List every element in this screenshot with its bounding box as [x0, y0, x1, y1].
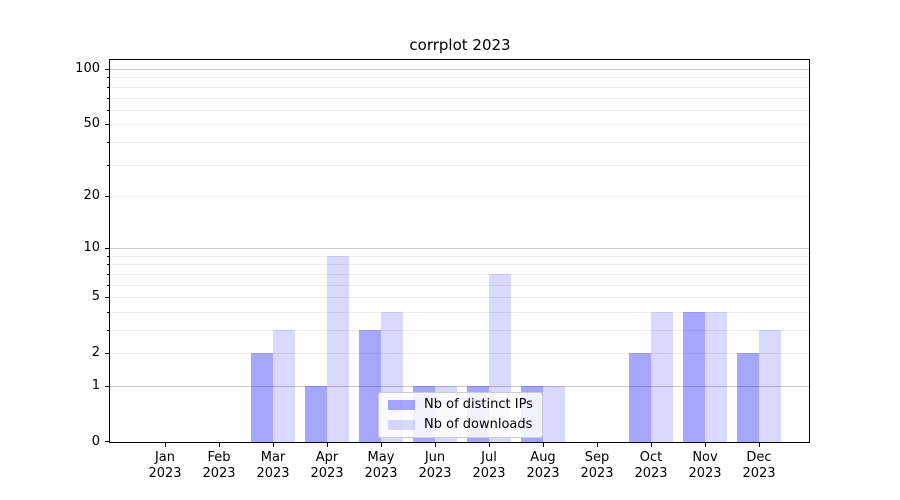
y-minor-tick: [107, 285, 110, 286]
y-minor-tick: [107, 110, 110, 111]
y-minor-tick: [107, 264, 110, 265]
x-tick-label: Dec 2023: [742, 450, 776, 481]
y-tick: [105, 386, 110, 387]
x-tick: [543, 442, 544, 447]
chart-title: corrplot 2023: [409, 36, 511, 54]
gridline-minor: [110, 353, 809, 354]
legend-label-downloads: Nb of downloads: [424, 417, 533, 432]
bar-ips-9: [629, 353, 651, 442]
plot-area: [105, 60, 809, 447]
x-tick: [273, 442, 274, 447]
legend-label-ips: Nb of distinct IPs: [424, 397, 533, 412]
y-tick: [105, 353, 110, 354]
gridline-minor: [110, 274, 809, 275]
gridline-minor: [110, 77, 809, 78]
y-tick-label: 20: [83, 188, 100, 203]
bar-downloads-9: [651, 312, 673, 442]
gridline-minor: [110, 330, 809, 331]
x-tick-label: Nov 2023: [688, 450, 722, 481]
bar-ips-3: [305, 386, 327, 442]
gridline-minor: [110, 256, 809, 257]
gridline-minor: [110, 142, 809, 143]
gridline-minor: [110, 264, 809, 265]
legend-item-downloads: Nb of downloads: [388, 417, 533, 433]
gridline-minor: [110, 297, 809, 298]
y-tick: [105, 441, 110, 442]
bar-downloads-7: [543, 386, 565, 442]
x-tick-label: Jan 2023: [148, 450, 182, 481]
y-minor-tick: [107, 98, 110, 99]
x-tick: [327, 442, 328, 447]
x-tick-label: Feb 2023: [202, 450, 236, 481]
y-tick-label: 5: [91, 289, 100, 304]
x-tick: [651, 442, 652, 447]
x-tick-label: Apr 2023: [310, 450, 344, 481]
x-tick-label: Sep 2023: [580, 450, 614, 481]
x-tick-label: Jul 2023: [472, 450, 506, 481]
gridline-minor: [110, 165, 809, 166]
legend-swatch-ips: [388, 400, 415, 410]
legend-swatch-downloads: [388, 420, 415, 430]
y-minor-tick: [107, 87, 110, 88]
gridline-major: [110, 69, 809, 70]
x-tick: [597, 442, 598, 447]
x-tick-label: Aug 2023: [526, 450, 560, 481]
y-minor-tick: [107, 312, 110, 313]
y-minor-tick: [107, 165, 110, 166]
bar-ips-10: [683, 312, 705, 442]
y-minor-tick: [107, 330, 110, 331]
y-tick: [105, 196, 110, 197]
y-tick-label: 50: [83, 116, 100, 131]
bar-downloads-10: [705, 312, 727, 442]
y-tick: [105, 297, 110, 298]
x-tick: [705, 442, 706, 447]
y-minor-tick: [107, 274, 110, 275]
bar-ips-11: [737, 353, 759, 442]
x-tick: [219, 442, 220, 447]
x-tick: [489, 442, 490, 447]
y-minor-tick: [107, 256, 110, 257]
gridline-minor: [110, 110, 809, 111]
y-tick-label: 1: [91, 378, 100, 393]
x-tick: [381, 442, 382, 447]
y-tick: [105, 248, 110, 249]
bar-downloads-2: [273, 330, 295, 442]
gridline-major: [110, 386, 809, 387]
bar-ips-2: [251, 353, 273, 442]
gridline-minor: [110, 196, 809, 197]
y-tick-label: 10: [83, 240, 100, 255]
bar-ips-4: [359, 330, 381, 442]
bar-downloads-11: [759, 330, 781, 442]
x-tick-label: May 2023: [364, 450, 398, 481]
x-tick: [759, 442, 760, 447]
y-tick-label: 0: [91, 434, 100, 449]
y-minor-tick: [107, 142, 110, 143]
x-tick: [435, 442, 436, 447]
y-tick-label: 2: [91, 345, 100, 360]
gridline-minor: [110, 98, 809, 99]
x-tick-label: Mar 2023: [256, 450, 290, 481]
legend-item-ips: Nb of distinct IPs: [388, 397, 533, 413]
gridline-major: [110, 248, 809, 249]
y-tick: [105, 124, 110, 125]
legend: Nb of distinct IPs Nb of downloads: [378, 392, 543, 438]
x-tick-label: Jun 2023: [418, 450, 452, 481]
gridline-minor: [110, 285, 809, 286]
gridline-minor: [110, 124, 809, 125]
gridline-minor: [110, 312, 809, 313]
y-tick: [105, 69, 110, 70]
y-minor-tick: [107, 77, 110, 78]
x-tick-label: Oct 2023: [634, 450, 668, 481]
bar-downloads-3: [327, 256, 349, 442]
y-tick-label: 100: [75, 61, 100, 76]
x-tick: [165, 442, 166, 447]
gridline-minor: [110, 87, 809, 88]
